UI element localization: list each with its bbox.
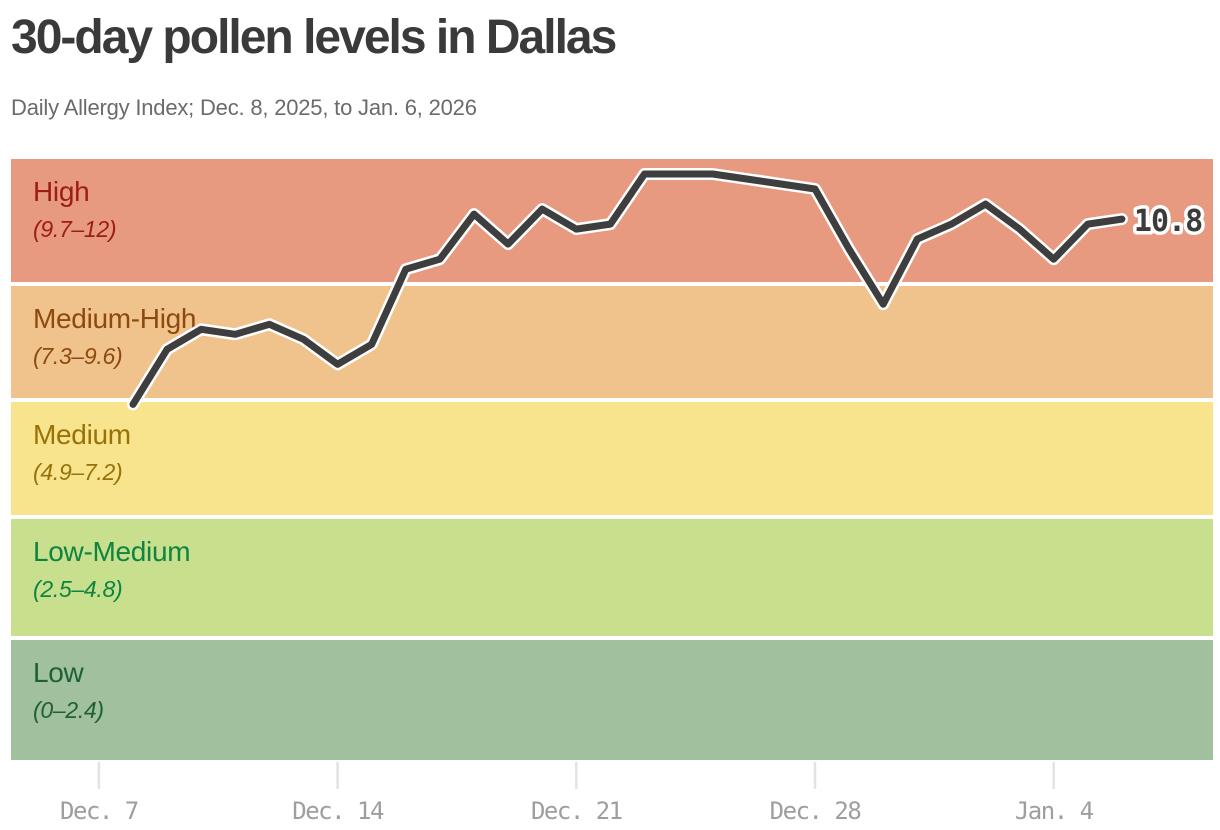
- band-medium-high: [11, 286, 1213, 398]
- x-tick-label-dec-28: Dec. 28: [770, 797, 861, 825]
- x-tick-label-jan-4: Jan. 4: [1015, 797, 1094, 825]
- band-range-medium: (4.9–7.2): [33, 459, 122, 485]
- band-medium: [11, 402, 1213, 515]
- end-value-label: 10.8: [1134, 204, 1202, 239]
- band-range-low-medium: (2.5–4.8): [33, 576, 122, 602]
- band-label-medium-high: Medium-High: [33, 303, 196, 334]
- band-label-high: High: [33, 176, 89, 207]
- band-labels: High (9.7–12) Medium-High (7.3–9.6) Medium (4…: [33, 176, 197, 723]
- chart-subtitle: Daily Allergy Index; Dec. 8, 2025, to Ja…: [11, 95, 477, 120]
- band-label-low: Low: [33, 657, 85, 688]
- end-value: 10.8: [1130, 201, 1206, 243]
- band-range-medium-high: (7.3–9.6): [33, 343, 122, 369]
- x-tick-label-dec-7: Dec. 7: [60, 797, 138, 825]
- band-label-medium: Medium: [33, 419, 131, 450]
- x-tick-label-dec-14: Dec. 14: [292, 797, 384, 825]
- band-low: [11, 640, 1213, 760]
- band-range-high: (9.7–12): [33, 216, 116, 242]
- band-low-medium: [11, 519, 1213, 636]
- x-tick-label-dec-21: Dec. 21: [531, 797, 622, 825]
- band-range-low: (0–2.4): [33, 697, 104, 723]
- pollen-line-series: [127, 168, 1128, 411]
- x-axis: Dec. 7 Dec. 14 Dec. 21 Dec. 28 Jan. 4: [60, 762, 1095, 825]
- pollen-line: [129, 170, 1126, 408]
- band-label-low-medium: Low-Medium: [33, 536, 190, 567]
- chart-title: 30-day pollen levels in Dallas: [11, 11, 617, 64]
- threshold-bands: [11, 159, 1213, 760]
